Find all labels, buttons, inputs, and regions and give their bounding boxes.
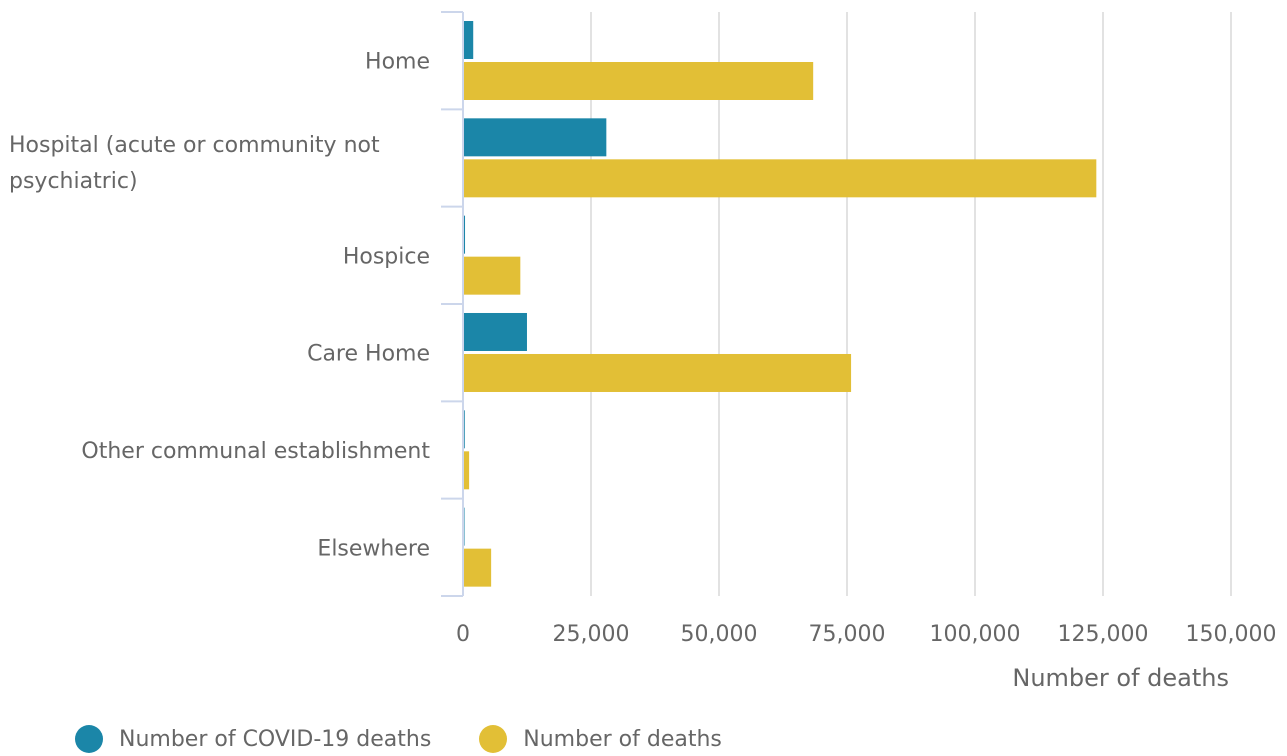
legend-item-covid[interactable]: Number of COVID-19 deaths	[75, 725, 431, 753]
legend-label-covid: Number of COVID-19 deaths	[119, 726, 432, 752]
x-tick-label: 0	[456, 622, 470, 647]
bar-total-deaths[interactable]	[464, 159, 1097, 198]
bar-total-deaths[interactable]	[464, 256, 521, 295]
legend-swatch-deaths	[479, 725, 508, 753]
x-axis-ticks: 0 25,000 50,000 75,000 100,000 125,000 150,000	[456, 622, 1276, 647]
x-tick-label: 50,000	[681, 622, 758, 647]
bar-total-deaths[interactable]	[464, 62, 814, 100]
bar-covid-deaths[interactable]	[464, 312, 527, 351]
x-tick-label: 125,000	[1058, 622, 1149, 647]
category-label: Hospice	[343, 244, 430, 269]
x-tick-label: 75,000	[809, 622, 886, 647]
category-label: Hospital (acute or community not	[9, 133, 380, 158]
bar-covid-deaths[interactable]	[464, 118, 607, 157]
x-axis-title: Number of deaths	[1012, 664, 1229, 692]
x-tick-label: 150,000	[1186, 622, 1277, 647]
legend-item-deaths[interactable]: Number of deaths	[479, 725, 722, 753]
category-label: Elsewhere	[317, 536, 430, 561]
legend: Number of COVID-19 deaths Number of deat…	[75, 722, 770, 756]
bars	[464, 21, 1097, 587]
x-tick-label: 100,000	[930, 622, 1021, 647]
bar-total-deaths[interactable]	[464, 548, 492, 587]
category-label: psychiatric)	[9, 169, 138, 194]
y-axis: Home Hospital (acute or community not psyc…	[9, 11, 464, 597]
category-label: Other communal establishment	[81, 439, 430, 464]
bar-total-deaths[interactable]	[464, 353, 852, 392]
legend-swatch-covid	[75, 725, 103, 753]
x-tick-label: 25,000	[553, 622, 630, 647]
bar-covid-deaths[interactable]	[464, 215, 466, 254]
legend-label-deaths: Number of deaths	[523, 726, 722, 752]
category-label: Care Home	[307, 342, 430, 367]
bar-covid-deaths[interactable]	[464, 507, 465, 546]
category-label: Home	[365, 50, 430, 75]
bar-covid-deaths[interactable]	[464, 21, 474, 59]
bar-total-deaths[interactable]	[464, 451, 470, 490]
bar-covid-deaths[interactable]	[464, 410, 465, 449]
gridlines	[590, 12, 1232, 596]
